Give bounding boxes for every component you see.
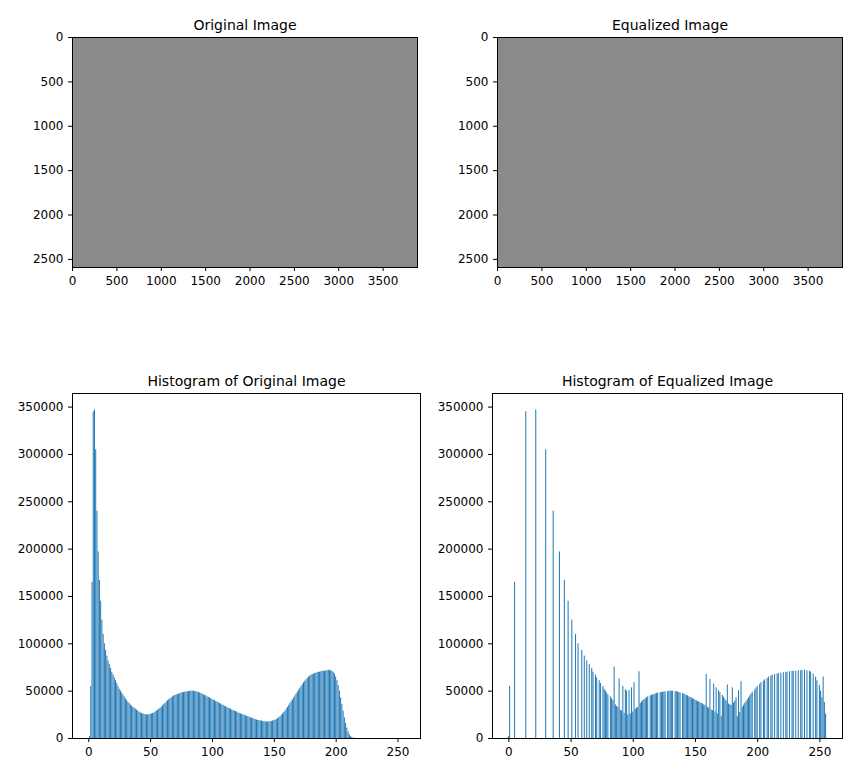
svg-text:1500: 1500 (458, 163, 489, 177)
svg-text:0: 0 (494, 274, 502, 288)
svg-text:250000: 250000 (18, 495, 64, 509)
svg-text:50: 50 (563, 745, 578, 759)
svg-text:0: 0 (56, 731, 64, 745)
svg-text:1000: 1000 (458, 119, 489, 133)
svg-text:3000: 3000 (323, 274, 354, 288)
svg-text:500: 500 (41, 75, 64, 89)
svg-text:200000: 200000 (18, 542, 64, 556)
svg-text:0: 0 (85, 745, 93, 759)
svg-text:150: 150 (263, 745, 286, 759)
svg-text:1500: 1500 (190, 274, 221, 288)
svg-text:Equalized Image: Equalized Image (612, 17, 728, 33)
svg-text:250000: 250000 (438, 495, 484, 509)
svg-text:200: 200 (746, 745, 769, 759)
svg-text:100000: 100000 (18, 637, 64, 651)
svg-text:500: 500 (466, 75, 489, 89)
svg-text:0: 0 (505, 745, 513, 759)
svg-text:300000: 300000 (18, 447, 64, 461)
svg-text:50000: 50000 (445, 684, 483, 698)
svg-text:0: 0 (69, 274, 77, 288)
svg-text:0: 0 (481, 30, 489, 44)
svg-text:250: 250 (808, 745, 831, 759)
svg-text:150: 150 (684, 745, 707, 759)
svg-text:3500: 3500 (793, 274, 824, 288)
svg-text:500: 500 (530, 274, 553, 288)
svg-text:350000: 350000 (438, 400, 484, 414)
svg-text:350000: 350000 (18, 400, 64, 414)
svg-text:2000: 2000 (660, 274, 691, 288)
svg-text:50000: 50000 (25, 684, 63, 698)
svg-text:3500: 3500 (368, 274, 399, 288)
svg-text:500: 500 (105, 274, 128, 288)
svg-text:Histogram of Original Image: Histogram of Original Image (147, 373, 345, 389)
svg-text:2500: 2500 (458, 252, 489, 266)
svg-text:1500: 1500 (615, 274, 646, 288)
svg-text:200000: 200000 (438, 542, 484, 556)
svg-text:1000: 1000 (33, 119, 64, 133)
svg-text:100: 100 (622, 745, 645, 759)
svg-text:250: 250 (387, 745, 410, 759)
svg-text:1500: 1500 (33, 163, 64, 177)
svg-text:2500: 2500 (279, 274, 310, 288)
svg-text:3000: 3000 (748, 274, 779, 288)
svg-text:100: 100 (201, 745, 224, 759)
svg-text:1000: 1000 (571, 274, 602, 288)
svg-text:2000: 2000 (458, 208, 489, 222)
svg-text:Original Image: Original Image (193, 17, 296, 33)
svg-text:100000: 100000 (438, 637, 484, 651)
svg-text:2000: 2000 (33, 208, 64, 222)
svg-text:1000: 1000 (146, 274, 177, 288)
svg-text:150000: 150000 (438, 589, 484, 603)
svg-text:0: 0 (56, 30, 64, 44)
svg-text:Histogram of Equalized Image: Histogram of Equalized Image (562, 373, 773, 389)
svg-text:50: 50 (143, 745, 158, 759)
svg-text:0: 0 (476, 731, 484, 745)
svg-text:2500: 2500 (704, 274, 735, 288)
svg-text:2500: 2500 (33, 252, 64, 266)
svg-text:150000: 150000 (18, 589, 64, 603)
svg-text:2000: 2000 (235, 274, 266, 288)
svg-text:200: 200 (325, 745, 348, 759)
svg-text:300000: 300000 (438, 447, 484, 461)
